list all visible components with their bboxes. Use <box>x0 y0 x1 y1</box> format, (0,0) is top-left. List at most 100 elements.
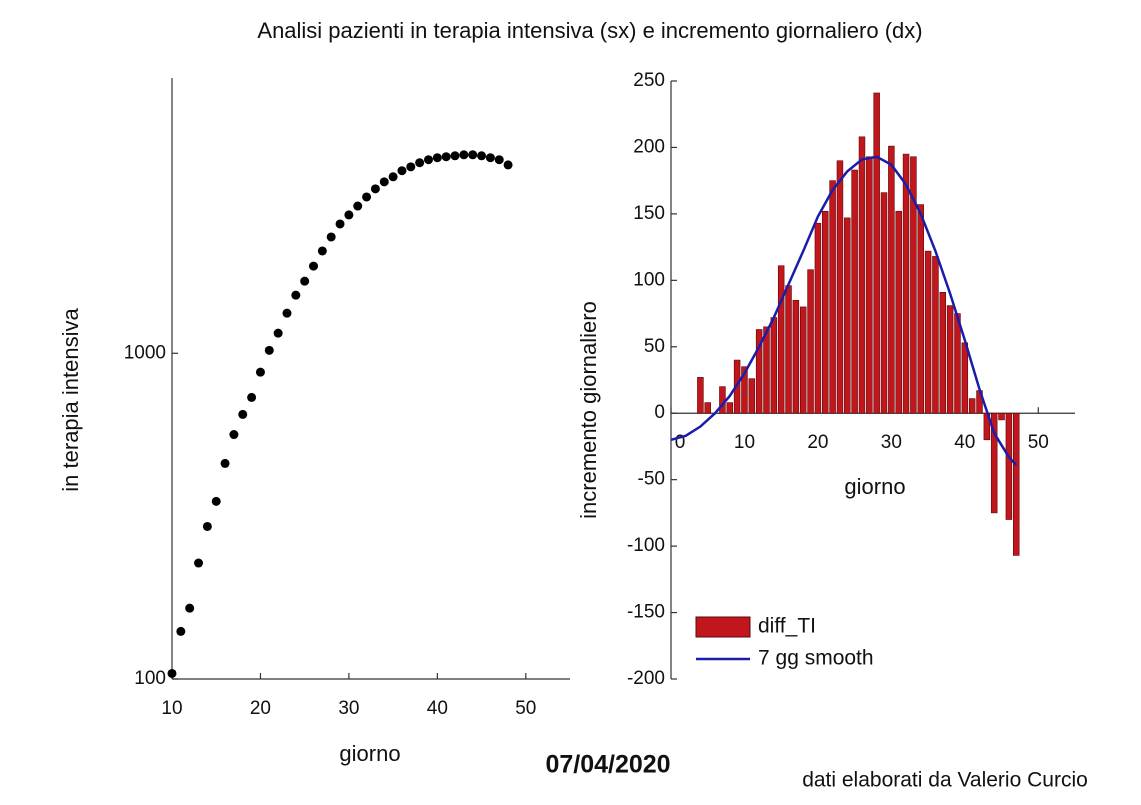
point <box>264 345 274 355</box>
point <box>291 290 301 300</box>
x-tick-label: 30 <box>338 698 359 719</box>
y-tick-label: 1000 <box>124 342 166 363</box>
bar <box>895 210 902 414</box>
bar <box>777 265 785 414</box>
y-tick-label: 100 <box>633 269 665 290</box>
figure-title: Analisi pazienti in terapia intensiva (s… <box>257 18 922 43</box>
y-axis-label: incremento giornaliero <box>576 301 601 519</box>
x-tick-label: 50 <box>1028 432 1049 453</box>
y-tick-label: 100 <box>134 668 166 689</box>
point <box>176 626 186 636</box>
y-tick-label: -200 <box>627 668 665 689</box>
bar <box>910 156 917 414</box>
bar <box>697 377 704 414</box>
x-tick-label: 10 <box>734 432 755 453</box>
point <box>423 155 433 165</box>
bar <box>961 342 969 414</box>
bar <box>770 317 778 414</box>
point <box>229 430 239 440</box>
bar <box>829 180 836 414</box>
bar <box>763 326 770 414</box>
x-tick-label: 40 <box>427 698 448 719</box>
bar <box>807 269 814 414</box>
bar <box>755 329 763 414</box>
y-tick-label: 150 <box>633 203 665 224</box>
y-tick-label: 0 <box>654 402 665 423</box>
x-tick-label: 10 <box>161 698 182 719</box>
point <box>362 192 372 202</box>
bar <box>880 192 888 414</box>
bar <box>719 386 726 414</box>
y-tick-label: 50 <box>644 336 665 357</box>
bar <box>814 222 822 414</box>
point <box>397 166 407 176</box>
y-axis-label: in terapia intensiva <box>58 308 83 492</box>
point <box>255 367 265 377</box>
x-tick-label: 20 <box>807 432 828 453</box>
bar <box>998 412 1005 421</box>
point <box>441 152 451 162</box>
legend-label: 7 gg smooth <box>758 647 874 670</box>
credit: dati elaborati da Valerio Curcio <box>802 769 1088 792</box>
bar <box>917 204 924 414</box>
bar <box>748 378 756 414</box>
point <box>317 246 327 256</box>
bar <box>954 313 961 414</box>
point <box>282 308 292 318</box>
bar <box>1012 412 1020 556</box>
bar <box>858 136 866 414</box>
x-axis-label: giorno <box>339 741 400 766</box>
point <box>415 158 425 168</box>
bar <box>924 250 932 414</box>
y-tick-label: 200 <box>633 136 665 157</box>
point <box>450 151 460 161</box>
bar <box>836 160 844 414</box>
point <box>335 219 345 229</box>
bar <box>902 153 910 414</box>
point <box>211 496 221 506</box>
bar <box>844 217 851 414</box>
x-axis-label: giorno <box>844 474 905 499</box>
bar <box>792 299 800 414</box>
bar <box>741 366 748 414</box>
bar <box>946 305 954 414</box>
point <box>477 151 487 161</box>
point <box>300 276 310 286</box>
bar <box>939 291 947 414</box>
bar <box>704 402 711 414</box>
x-tick-label: 40 <box>954 432 975 453</box>
point <box>273 328 283 338</box>
point <box>388 172 398 182</box>
bar <box>866 156 873 414</box>
x-tick-label: 20 <box>250 698 271 719</box>
point <box>406 162 416 172</box>
y-tick-label: -100 <box>627 535 665 556</box>
bar <box>888 145 895 414</box>
point <box>353 201 363 211</box>
point <box>238 409 248 419</box>
bar <box>873 92 880 414</box>
bar <box>932 256 939 414</box>
legend-swatch <box>695 616 751 638</box>
bar <box>785 285 792 414</box>
y-tick-label: -50 <box>638 469 665 490</box>
point <box>379 177 389 187</box>
point <box>309 261 319 271</box>
point <box>432 153 442 163</box>
bar <box>968 398 976 414</box>
date: 07/04/2020 <box>545 751 670 779</box>
x-tick-label: 50 <box>515 698 536 719</box>
bar <box>726 402 734 414</box>
y-tick-label: -150 <box>627 602 665 623</box>
point <box>503 160 513 170</box>
bar <box>822 210 829 414</box>
smooth-line <box>670 155 1018 466</box>
point <box>370 184 380 194</box>
point <box>459 150 469 160</box>
point <box>326 232 336 242</box>
point <box>344 210 354 220</box>
bar <box>799 306 807 414</box>
bar <box>851 169 858 414</box>
x-tick-label: 30 <box>881 432 902 453</box>
